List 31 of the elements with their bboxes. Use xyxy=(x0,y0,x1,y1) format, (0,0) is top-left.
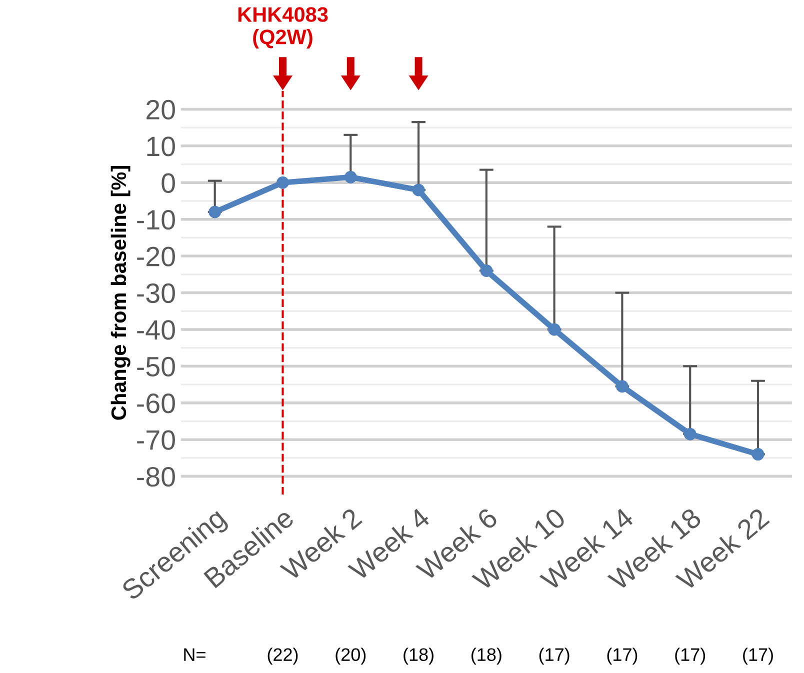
text: (18) xyxy=(471,648,502,665)
text: (17) xyxy=(607,648,638,665)
point xyxy=(752,448,764,461)
point xyxy=(684,428,696,440)
point xyxy=(344,170,357,184)
point xyxy=(208,206,222,218)
text: (17) xyxy=(675,648,706,665)
y-tick-label: -60 xyxy=(137,394,175,414)
y-tick-label: 0 xyxy=(162,173,175,193)
point xyxy=(412,184,425,196)
ref-line-label: KHK4083 (Q2W) xyxy=(238,7,328,48)
point xyxy=(480,264,493,277)
y-tick-label: 10 xyxy=(147,136,175,156)
y-tick-label: -40 xyxy=(137,320,175,340)
y-tick-label: -80 xyxy=(137,466,175,487)
y-tick-label: -30 xyxy=(137,283,175,304)
y-axis-title: Change from baseline [%] xyxy=(110,166,130,420)
y-tick-label: -50 xyxy=(137,356,175,377)
point xyxy=(276,176,289,189)
text: (22) xyxy=(268,648,298,665)
y-tick-label: -20 xyxy=(137,246,175,266)
text: (17) xyxy=(743,648,773,665)
point xyxy=(548,323,561,336)
text: N= xyxy=(184,648,206,661)
y-tick-label: -70 xyxy=(137,430,175,450)
text: (20) xyxy=(336,648,366,665)
point xyxy=(616,380,628,393)
text: (18) xyxy=(404,648,434,665)
y-tick-label: -10 xyxy=(137,210,175,230)
text: (17) xyxy=(539,648,570,665)
y-tick-label: 20 xyxy=(146,100,175,120)
